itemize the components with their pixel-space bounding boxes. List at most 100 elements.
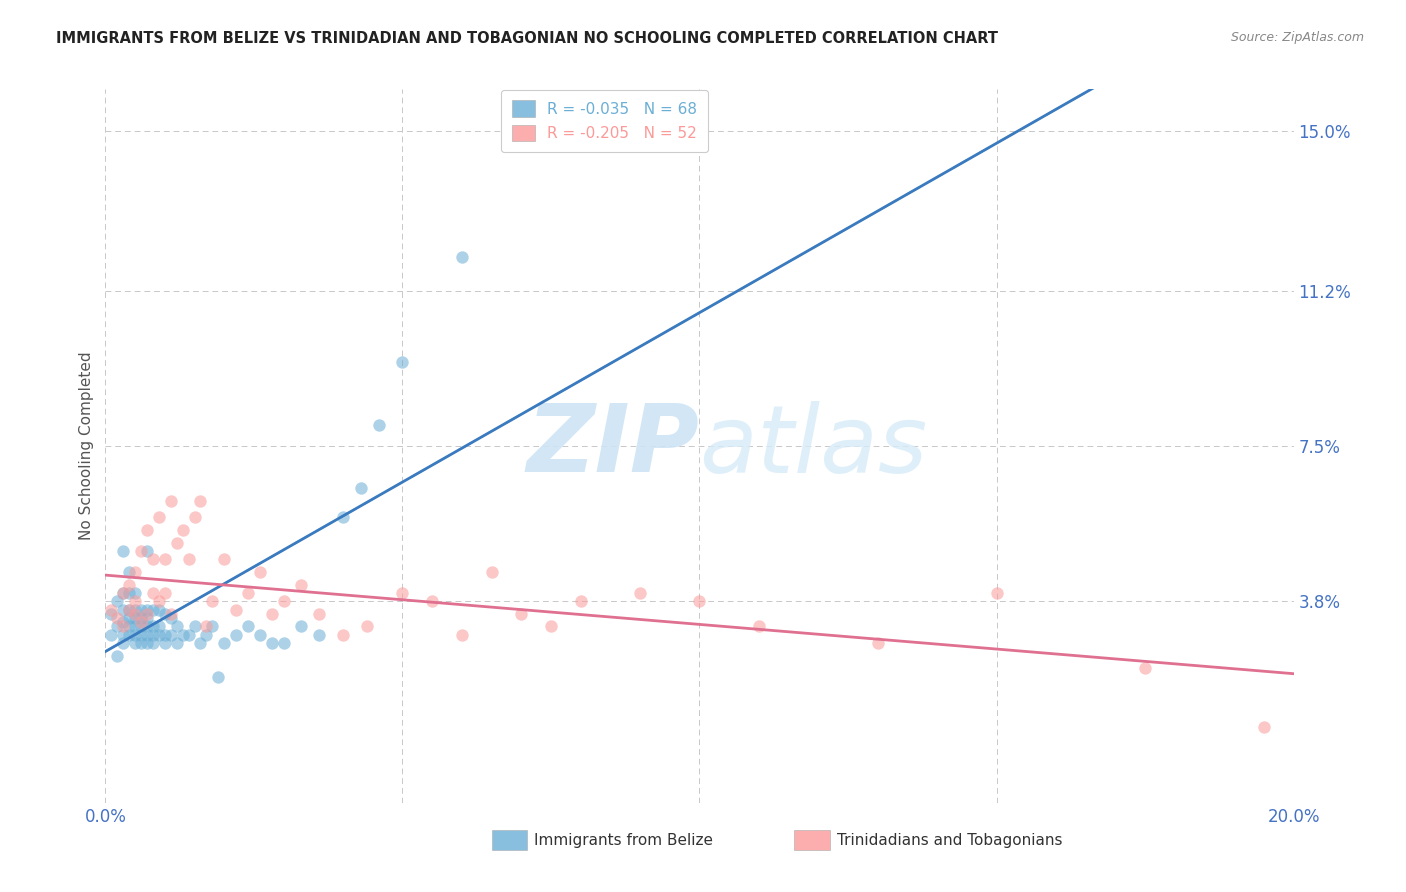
Point xyxy=(391,586,413,600)
Point xyxy=(183,619,205,633)
Point xyxy=(207,670,229,684)
Point xyxy=(118,577,141,591)
Point xyxy=(124,586,146,600)
Point xyxy=(153,586,176,600)
Point xyxy=(124,594,146,608)
Point xyxy=(190,493,212,508)
Point xyxy=(201,594,224,608)
Legend: R = -0.035   N = 68, R = -0.205   N = 52: R = -0.035 N = 68, R = -0.205 N = 52 xyxy=(501,90,707,152)
Point xyxy=(142,552,165,566)
Point xyxy=(177,552,200,566)
Point xyxy=(118,603,141,617)
Point xyxy=(249,565,271,579)
Point xyxy=(159,607,181,621)
Point xyxy=(129,628,152,642)
Text: Immigrants from Belize: Immigrants from Belize xyxy=(534,833,713,847)
Point xyxy=(177,628,200,642)
Point xyxy=(214,552,236,566)
Point xyxy=(214,636,236,650)
Point xyxy=(308,628,330,642)
Point xyxy=(136,544,159,558)
Point xyxy=(172,523,194,537)
Text: atlas: atlas xyxy=(700,401,928,491)
Point xyxy=(105,611,128,625)
Point xyxy=(124,636,146,650)
Point xyxy=(112,586,135,600)
Point xyxy=(142,619,165,633)
Point xyxy=(689,594,711,608)
Point xyxy=(100,607,122,621)
Point xyxy=(225,603,247,617)
Point xyxy=(136,628,159,642)
Point xyxy=(1253,720,1275,734)
Point xyxy=(172,628,194,642)
Point xyxy=(118,628,141,642)
Text: IMMIGRANTS FROM BELIZE VS TRINIDADIAN AND TOBAGONIAN NO SCHOOLING COMPLETED CORR: IMMIGRANTS FROM BELIZE VS TRINIDADIAN AN… xyxy=(56,31,998,46)
Point xyxy=(124,565,146,579)
Point xyxy=(190,636,212,650)
Point xyxy=(112,619,135,633)
Point xyxy=(308,607,330,621)
Point xyxy=(748,619,770,633)
Point xyxy=(112,603,135,617)
Point xyxy=(136,603,159,617)
Point xyxy=(129,611,152,625)
Point xyxy=(129,619,152,633)
Point xyxy=(183,510,205,524)
Point xyxy=(112,544,135,558)
Point xyxy=(986,586,1008,600)
Point xyxy=(142,628,165,642)
Point xyxy=(105,619,128,633)
Point xyxy=(142,636,165,650)
Point xyxy=(481,565,503,579)
Point xyxy=(112,615,135,630)
Point xyxy=(129,636,152,650)
Point xyxy=(236,586,259,600)
Point xyxy=(195,628,218,642)
Point xyxy=(290,577,312,591)
Point xyxy=(100,603,122,617)
Point xyxy=(332,628,354,642)
Point xyxy=(290,619,312,633)
Point xyxy=(225,628,247,642)
Point xyxy=(148,628,170,642)
Point xyxy=(112,636,135,650)
Point xyxy=(350,481,373,495)
Point xyxy=(112,586,135,600)
Point xyxy=(195,619,218,633)
Point xyxy=(569,594,592,608)
Point xyxy=(510,607,533,621)
Point xyxy=(153,552,176,566)
Point xyxy=(153,628,176,642)
Point xyxy=(367,417,389,432)
Point xyxy=(166,636,188,650)
Point xyxy=(136,607,159,621)
Point xyxy=(201,619,224,633)
Point xyxy=(118,603,141,617)
Point xyxy=(124,611,146,625)
Point xyxy=(142,586,165,600)
Point xyxy=(260,636,283,650)
Point xyxy=(420,594,443,608)
Point xyxy=(391,355,413,369)
Point xyxy=(159,493,181,508)
Point xyxy=(124,628,146,642)
Point xyxy=(129,544,152,558)
Point xyxy=(540,619,562,633)
Point xyxy=(273,594,295,608)
Point xyxy=(142,603,165,617)
Point xyxy=(100,628,122,642)
Point xyxy=(148,603,170,617)
Point xyxy=(118,611,141,625)
Point xyxy=(450,250,472,264)
Point xyxy=(273,636,295,650)
Point xyxy=(129,615,152,630)
Point xyxy=(332,510,354,524)
Point xyxy=(166,535,188,549)
Point xyxy=(129,603,152,617)
Point xyxy=(356,619,378,633)
Point xyxy=(105,594,128,608)
Point xyxy=(166,619,188,633)
Point xyxy=(148,510,170,524)
Point xyxy=(1133,661,1156,675)
